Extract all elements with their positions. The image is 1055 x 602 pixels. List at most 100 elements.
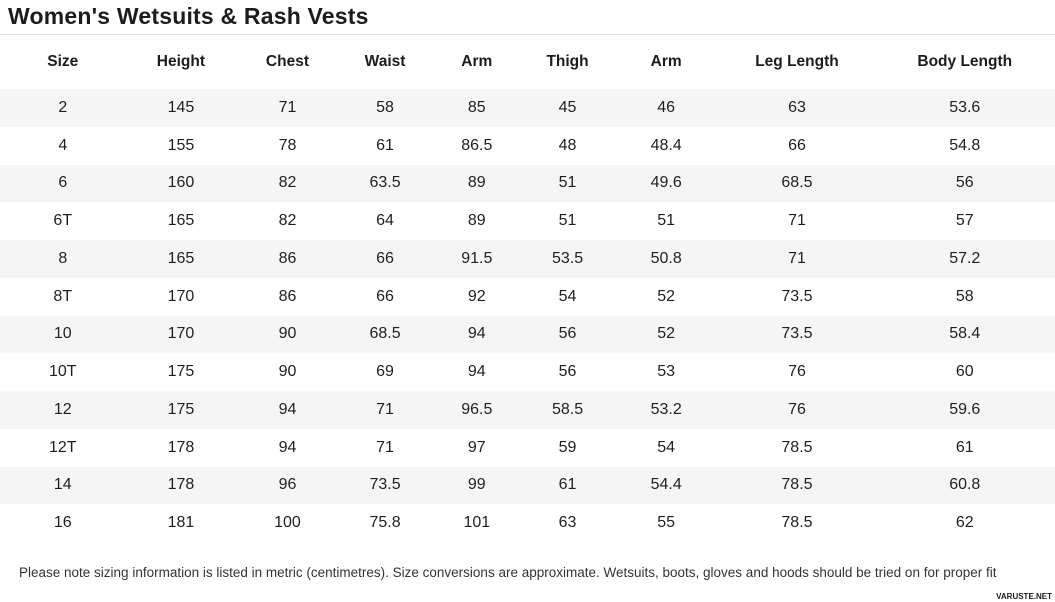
- table-cell: 63: [788, 98, 806, 116]
- table-cell: 165: [167, 249, 195, 267]
- table-cell: 61: [955, 438, 974, 456]
- table-cell: 54: [558, 287, 577, 305]
- table-cell: 175: [167, 400, 195, 418]
- table-cell: 10T: [48, 363, 77, 381]
- table-cell: 53.6: [949, 98, 981, 116]
- table-cell: 78.5: [781, 438, 813, 456]
- table-cell: 56: [955, 174, 974, 192]
- table-cell: 46: [657, 98, 676, 116]
- table-cell: 57.2: [949, 249, 981, 267]
- table-cell: 8: [58, 249, 68, 267]
- table-cell: 60.8: [949, 476, 981, 494]
- table-cell: 51: [558, 212, 577, 230]
- title-divider: [0, 34, 1055, 35]
- table-cell: 54: [657, 438, 676, 456]
- size-chart-header: Size Height Chest Waist Arm Thigh Arm Leg Lengt…: [0, 35, 1055, 89]
- column-header-arm-4: Arm: [461, 53, 493, 70]
- table-cell: 52: [657, 325, 676, 343]
- table-cell: 73.5: [781, 287, 813, 305]
- table-cell: 53: [657, 363, 676, 381]
- table-cell: 82: [278, 174, 297, 192]
- table-cell: 53.2: [650, 400, 682, 418]
- table-cell: 58.4: [949, 325, 981, 343]
- table-cell: 61: [376, 136, 394, 154]
- table-cell: 66: [376, 287, 394, 305]
- table-cell: 94: [467, 363, 486, 381]
- table-cell: 62: [955, 514, 974, 532]
- table-cell: 96: [278, 476, 297, 494]
- table-cell: 53.5: [551, 249, 584, 267]
- table-cell: 71: [376, 400, 394, 418]
- table-cell: 12: [53, 400, 72, 418]
- table-cell: 64: [376, 212, 394, 230]
- table-cell: 66: [788, 136, 806, 154]
- table-cell: 14: [53, 476, 72, 494]
- table-cell: 85: [467, 98, 486, 116]
- table-row-size-6t: 6T 165 82 64 89 51 51 71 57: [0, 202, 1055, 240]
- table-row-size-10: 10 170 90 68.5 94 56 52 73.5 58.4: [0, 315, 1055, 354]
- table-cell: 73.5: [369, 476, 401, 494]
- page-title: Women's Wetsuits & Rash Vests: [8, 3, 369, 29]
- table-cell: 4: [58, 136, 68, 154]
- table-row-size-8t: 8T 170 86 66 92 54 52 73.5 58: [0, 278, 1055, 316]
- table-cell: 99: [467, 476, 486, 494]
- table-row-size-12t: 12T 178 94 71 97 59 54 78.5 61: [0, 429, 1055, 467]
- table-cell: 89: [467, 212, 486, 230]
- table-cell: 8T: [53, 287, 73, 305]
- table-cell: 78.5: [781, 476, 813, 494]
- table-cell: 94: [467, 325, 486, 343]
- table-cell: 59.6: [949, 400, 981, 418]
- varuste-net-watermark: VARUSTE.NET: [996, 592, 1052, 601]
- table-cell: 49.6: [650, 174, 682, 192]
- table-cell: 50.8: [650, 249, 682, 267]
- table-cell: 96.5: [461, 400, 493, 418]
- table-cell: 175: [167, 363, 195, 381]
- table-cell: 68.5: [369, 325, 401, 343]
- column-header-waist-3: Waist: [364, 53, 406, 70]
- table-cell: 71: [278, 98, 297, 116]
- table-row-size-16: 16 181 100 75.8 101 63 55 78.5 62: [0, 504, 1055, 542]
- table-cell: 94: [278, 438, 297, 456]
- table-cell: 181: [167, 514, 195, 532]
- table-row-size-8: 8 165 86 66 91.5 53.5 50.8 71 57.2: [0, 240, 1055, 278]
- table-cell: 58.5: [551, 400, 584, 418]
- column-header-body-length-8: Body Length: [917, 53, 1013, 70]
- table-cell: 12T: [48, 438, 77, 456]
- table-cell: 90: [278, 363, 297, 381]
- table-cell: 56: [558, 363, 577, 381]
- table-cell: 61: [558, 476, 577, 494]
- table-cell: 78: [278, 136, 297, 154]
- column-header-size-0: Size: [47, 53, 79, 70]
- table-cell: 58: [376, 98, 394, 116]
- table-cell: 94: [278, 400, 297, 418]
- table-cell: 170: [167, 325, 195, 343]
- table-cell: 48: [558, 136, 577, 154]
- table-cell: 86: [278, 249, 297, 267]
- column-header-chest-2: Chest: [265, 53, 309, 70]
- table-cell: 170: [167, 287, 195, 305]
- table-cell: 54.8: [949, 136, 981, 154]
- table-cell: 76: [788, 363, 806, 381]
- table-cell: 91.5: [461, 249, 493, 267]
- column-header-thigh-5: Thigh: [546, 53, 589, 70]
- table-cell: 165: [167, 212, 195, 230]
- table-cell: 101: [463, 514, 491, 532]
- table-cell: 51: [558, 174, 577, 192]
- column-header-leg-length-7: Leg Length: [755, 53, 839, 70]
- column-header-height-1: Height: [156, 53, 206, 70]
- table-cell: 73.5: [781, 325, 813, 343]
- table-cell: 86.5: [461, 136, 493, 154]
- table-cell: 10: [53, 325, 72, 343]
- table-cell: 76: [788, 400, 806, 418]
- table-cell: 100: [274, 514, 301, 532]
- table-cell: 71: [788, 212, 806, 230]
- table-cell: 145: [167, 98, 195, 116]
- table-cell: 82: [278, 212, 297, 230]
- table-cell: 71: [376, 438, 394, 456]
- table-cell: 48.4: [650, 136, 682, 154]
- table-cell: 57: [955, 212, 974, 230]
- table-row-size-12: 12 175 94 71 96.5 58.5 53.2 76 59.6: [0, 391, 1055, 429]
- table-row-size-10t: 10T 175 90 69 94 56 53 76 60: [0, 353, 1055, 391]
- table-cell: 92: [467, 287, 486, 305]
